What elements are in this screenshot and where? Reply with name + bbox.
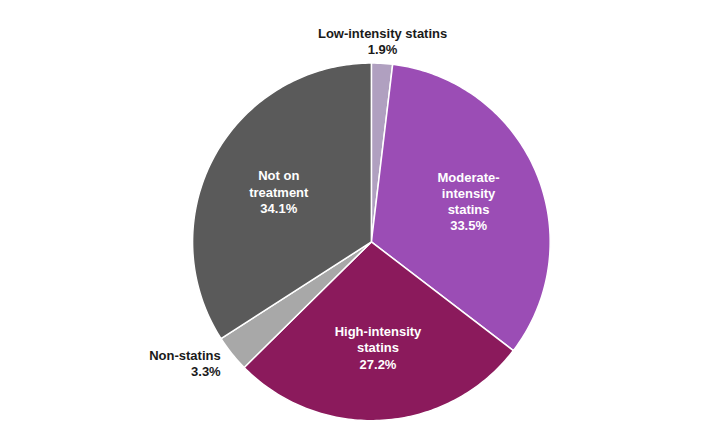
svg-text:Low-intensity statins1.9%: Low-intensity statins1.9%: [318, 26, 447, 57]
svg-text:Non-statins3.3%: Non-statins3.3%: [149, 348, 221, 379]
svg-text:High-intensitystatins27.2%: High-intensitystatins27.2%: [335, 324, 422, 372]
svg-text:Moderate-intensitystatins33.5%: Moderate-intensitystatins33.5%: [438, 170, 500, 234]
svg-text:Not ontreatment34.1%: Not ontreatment34.1%: [249, 168, 309, 216]
